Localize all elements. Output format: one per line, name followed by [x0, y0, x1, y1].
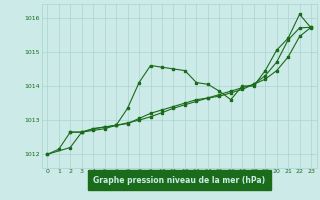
X-axis label: Graphe pression niveau de la mer (hPa): Graphe pression niveau de la mer (hPa) [93, 176, 265, 185]
